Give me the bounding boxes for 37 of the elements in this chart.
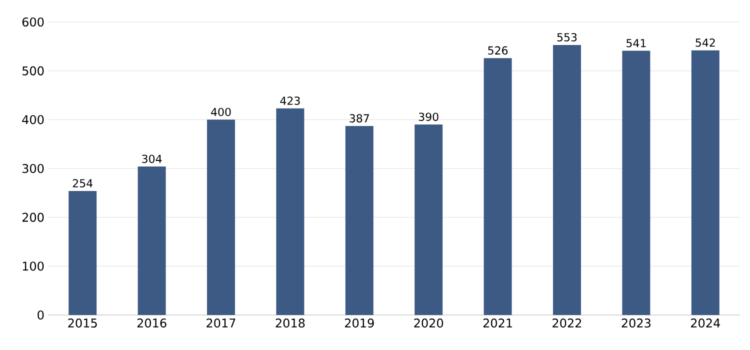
bar [345, 126, 374, 315]
bar [68, 190, 97, 315]
data-label: 542 [696, 38, 715, 47]
data-label: 526 [488, 46, 508, 55]
bar [138, 166, 166, 315]
x-tick-label: 2019 [345, 318, 374, 328]
bar [484, 58, 512, 315]
y-tick-label: 600 [22, 17, 44, 27]
x-tick-label: 2015 [68, 318, 97, 328]
bar [553, 44, 581, 315]
data-label: 390 [418, 112, 438, 122]
bar [276, 108, 304, 315]
data-label: 541 [626, 39, 646, 48]
data-label: 387 [350, 114, 369, 122]
data-label: 400 [211, 108, 231, 116]
y-tick-label: 400 [22, 115, 44, 124]
bar [691, 50, 720, 315]
y-tick-label: 0 [38, 310, 44, 320]
x-tick-label: 2018 [276, 318, 305, 328]
x-tick-label: 2021 [483, 318, 512, 328]
bar [414, 124, 443, 315]
x-tick-label: 2020 [414, 318, 444, 328]
data-label: 254 [72, 179, 92, 188]
x-tick-label: 2024 [691, 318, 720, 328]
bar [622, 50, 650, 315]
data-label: 423 [280, 96, 300, 105]
data-label: 304 [142, 154, 162, 164]
data-label: 553 [557, 33, 577, 42]
y-tick-label: 100 [22, 262, 44, 271]
y-tick-label: 200 [22, 212, 44, 222]
x-tick-label: 2016 [137, 318, 166, 328]
x-tick-label: 2023 [622, 318, 650, 328]
y-tick-label: 500 [22, 66, 44, 76]
bar [207, 120, 236, 315]
x-tick-label: 2017 [206, 318, 236, 328]
x-tick-label: 2022 [552, 318, 582, 328]
y-tick-label: 300 [22, 164, 44, 174]
